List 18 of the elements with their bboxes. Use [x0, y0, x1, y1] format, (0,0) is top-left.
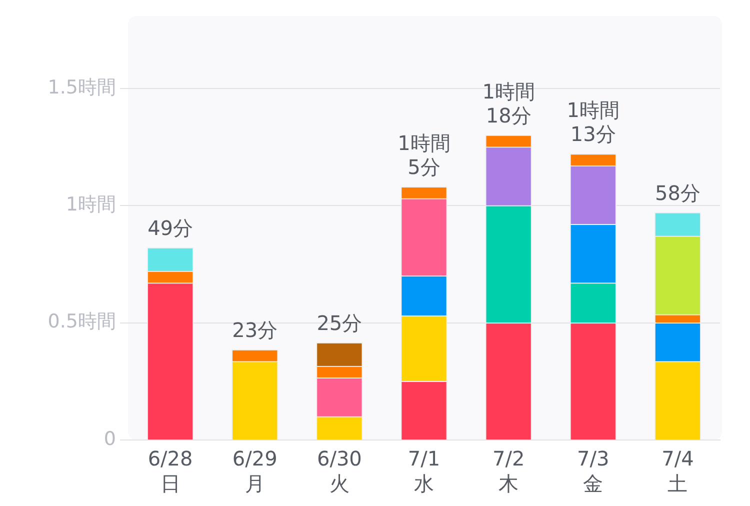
annotation: 1時間 13分: [566, 98, 620, 146]
annotation: 1時間 5分: [398, 131, 450, 180]
x-tick-label: 7/1 水: [408, 446, 440, 496]
x-tick-label: 7/3 金: [577, 446, 610, 496]
y-tick-label: 1.5時間: [48, 76, 116, 98]
annotation: 1時間 18分: [482, 79, 535, 128]
x-tick-label: 7/4 土: [662, 446, 694, 496]
annotation: 25分: [316, 310, 362, 335]
y-tick-label: 0: [104, 428, 116, 450]
x-tick-label: 6/30 火: [316, 446, 362, 496]
x-tick-label: 6/28 日: [148, 446, 193, 496]
y-tick-label: 0.5時間: [48, 310, 116, 333]
x-tick-label: 7/2 木: [492, 446, 525, 496]
annotation: 23分: [232, 318, 278, 342]
annotation: 58分: [654, 180, 700, 205]
annotation: 49分: [148, 216, 194, 240]
y-tick-label: 1時間: [66, 193, 116, 216]
x-tick-label: 6/29 月: [232, 446, 278, 496]
